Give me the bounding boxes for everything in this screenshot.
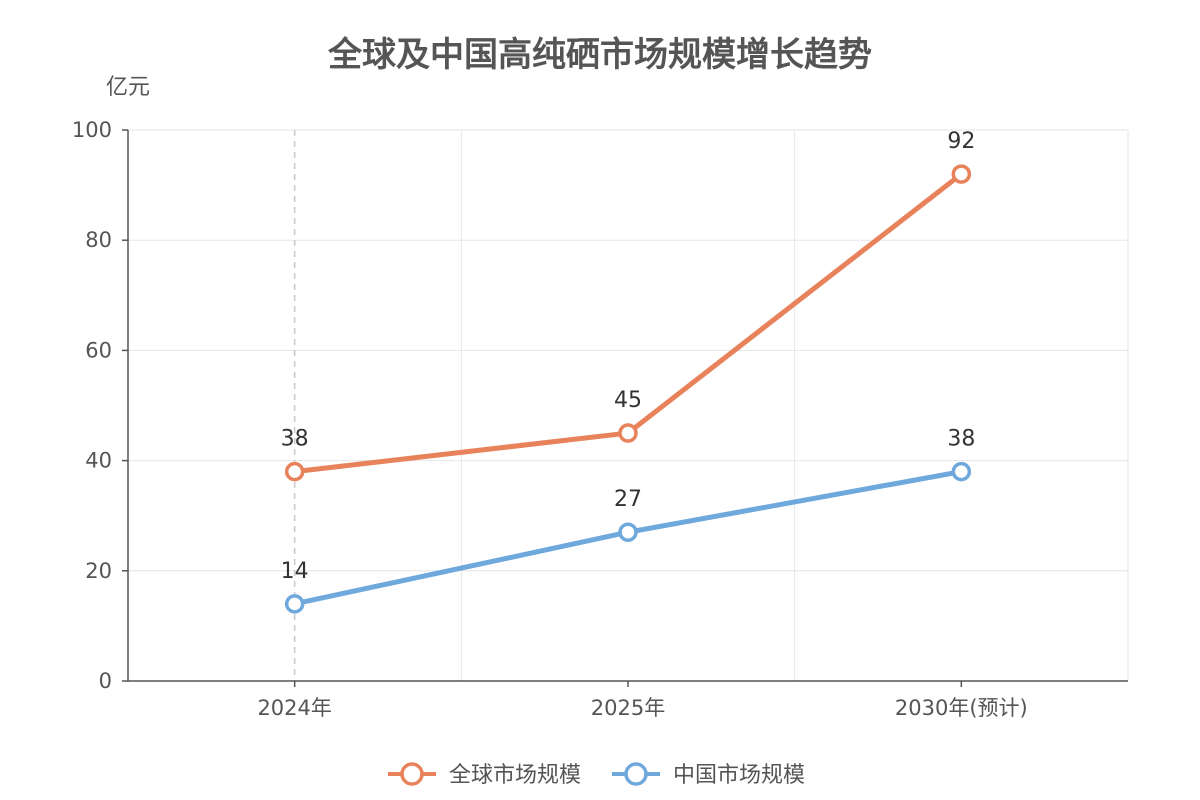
legend: 全球市场规模 中国市场规模: [388, 762, 805, 788]
y-tick-label: 40: [85, 449, 112, 473]
legend-global-marker-icon: [400, 762, 424, 786]
y-tick-label: 80: [85, 228, 112, 252]
y-tick-label: 0: [99, 669, 112, 693]
data-value-label: 38: [281, 427, 309, 452]
label-layer: 38 45 92 14 27 38: [281, 129, 976, 584]
data-point-marker: [951, 461, 972, 482]
y-axis-unit-label: 亿元: [106, 75, 150, 100]
x-tick-label: 2025年: [591, 696, 665, 720]
legend-china-marker-icon: [624, 762, 648, 786]
data-value-label: 92: [947, 129, 975, 154]
x-tick-label: 2024年: [257, 696, 331, 720]
y-tick-label: 20: [85, 559, 112, 583]
axis-layer: 0 20 40 60 80 100 2024年 2025年 2030年(预计): [72, 118, 1128, 720]
data-value-label: 27: [614, 487, 642, 512]
legend-china-label: 中国市场规模: [673, 763, 805, 788]
legend-global-label: 全球市场规模: [449, 763, 581, 788]
data-value-label: 14: [281, 559, 309, 584]
y-tick-label: 60: [85, 338, 112, 362]
data-point-marker: [618, 522, 638, 542]
data-value-label: 45: [614, 388, 642, 413]
data-point-marker: [284, 594, 305, 614]
data-point-marker: [618, 423, 638, 443]
legend-item-china[interactable]: 中国市场规模: [612, 762, 805, 788]
data-point-marker: [284, 461, 305, 482]
y-tick-label: 100: [72, 118, 112, 142]
legend-item-global[interactable]: 全球市场规模: [388, 762, 581, 788]
data-value-label: 38: [947, 427, 975, 452]
chart-title: 全球及中国高纯硒市场规模增长趋势: [327, 35, 872, 75]
series-layer: [284, 164, 972, 614]
grid-layer: [128, 129, 1129, 681]
data-point-marker: [951, 164, 972, 184]
x-tick-label: 2030年(预计): [895, 696, 1028, 720]
